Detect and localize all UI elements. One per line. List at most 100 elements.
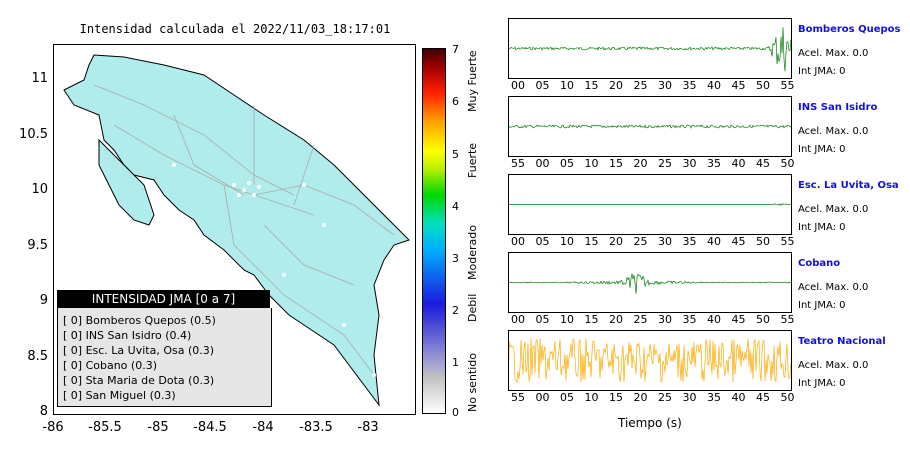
map-ytick: 10 — [31, 182, 48, 197]
colorbar-tick: 0 — [452, 406, 459, 419]
trace-xtick: 30 — [682, 391, 697, 404]
trace-xtick: 20 — [609, 79, 623, 92]
trace-xtick: 10 — [560, 235, 574, 248]
trace-panel — [508, 96, 792, 157]
map-ytick: 11 — [31, 71, 48, 86]
waveform-line — [509, 273, 791, 294]
trace-station-name: Cobano — [798, 258, 841, 269]
trace-xtick: 30 — [658, 235, 672, 248]
trace-xtick: 20 — [609, 313, 623, 326]
trace-waveform — [509, 203, 791, 207]
trace-int-jma: Int JMA: 0 — [798, 222, 846, 233]
traces-xlabel: Tiempo (s) — [618, 416, 682, 430]
map-ytick: 9 — [39, 293, 48, 308]
legend-title: INTENSIDAD JMA [0 a 7] — [57, 290, 270, 308]
trace-xtick: 00 — [511, 79, 525, 92]
trace-acel-max: Acel. Max. 0.0 — [798, 360, 869, 371]
trace-int-jma: Int JMA: 0 — [798, 66, 846, 77]
intensity-colorbar — [422, 48, 446, 414]
trace-xtick: 55 — [511, 391, 525, 404]
trace-int-jma: Int JMA: 0 — [798, 300, 846, 311]
trace-xtick: 50 — [780, 157, 795, 170]
trace-xtick: 15 — [609, 157, 623, 170]
trace-xtick: 45 — [756, 391, 770, 404]
trace-xtick: 05 — [560, 391, 574, 404]
map-xtick: -84 — [252, 420, 274, 435]
trace-xtick: 30 — [682, 157, 697, 170]
trace-xtick: 15 — [609, 391, 623, 404]
map-ytick: 8 — [39, 404, 48, 419]
colorbar-label: Muy Fuerte — [466, 50, 479, 112]
trace-xtick: 50 — [756, 79, 770, 92]
trace-xtick: 45 — [731, 313, 746, 326]
trace-xtick: 05 — [560, 157, 574, 170]
trace-panel — [508, 252, 792, 313]
map-xtick: -85 — [147, 420, 169, 435]
legend-item: [ 0] INS San Isidro (0.4) — [63, 329, 192, 342]
trace-xtick: 15 — [584, 313, 599, 326]
trace-xtick: 50 — [780, 391, 795, 404]
colorbar-tick: 1 — [452, 356, 459, 369]
trace-xtick: 25 — [633, 313, 648, 326]
trace-waveform — [509, 273, 791, 294]
colorbar-tick: 5 — [452, 148, 459, 161]
trace-xtick: 10 — [584, 391, 599, 404]
colorbar-label: Fuerte — [466, 142, 479, 178]
map-ytick: 10.5 — [19, 127, 48, 142]
colorbar-label: Debil — [466, 293, 479, 322]
trace-xtick: 15 — [584, 235, 599, 248]
trace-panel — [508, 174, 792, 235]
waveform-line — [509, 124, 791, 129]
legend-item: [ 0] Cobano (0.3) — [63, 359, 157, 372]
map-xtick: -85.5 — [88, 420, 122, 435]
trace-xtick: 50 — [756, 235, 770, 248]
trace-xtick: 05 — [535, 235, 550, 248]
colorbar-label: No sentido — [466, 352, 479, 412]
trace-int-jma: Int JMA: 0 — [798, 144, 846, 155]
map-xtick: -86 — [42, 420, 64, 435]
legend-box: [ 0] Bomberos Quepos (0.5) [ 0] INS San … — [57, 308, 272, 407]
trace-xtick: 20 — [633, 391, 648, 404]
trace-xtick: 40 — [707, 235, 721, 248]
trace-xtick: 45 — [731, 79, 746, 92]
trace-xtick: 05 — [535, 79, 550, 92]
trace-xtick: 35 — [707, 391, 721, 404]
legend-item: [ 0] San Miguel (0.3) — [63, 389, 176, 402]
trace-xtick: 55 — [780, 313, 795, 326]
trace-xtick: 55 — [780, 79, 795, 92]
trace-xtick: 00 — [535, 391, 550, 404]
trace-xtick: 40 — [731, 157, 746, 170]
trace-xtick: 15 — [584, 79, 599, 92]
nicoya-peninsula — [98, 138, 155, 226]
waveform-line — [509, 338, 791, 384]
trace-xtick: 35 — [707, 157, 721, 170]
trace-xtick: 40 — [707, 79, 721, 92]
trace-acel-max: Acel. Max. 0.0 — [798, 48, 869, 59]
trace-xtick: 00 — [535, 157, 550, 170]
legend-item: [ 0] Bomberos Quepos (0.5) — [63, 314, 216, 327]
colorbar-tick: 4 — [452, 200, 459, 213]
trace-panel — [508, 330, 792, 391]
map-title: Intensidad calculada el 2022/11/03_18:17… — [79, 22, 391, 36]
trace-xtick: 30 — [658, 313, 672, 326]
station-dots — [172, 163, 376, 377]
map-xtick: -84.5 — [193, 420, 227, 435]
trace-xtick: 00 — [511, 313, 525, 326]
colorbar-tick: 7 — [452, 43, 459, 56]
trace-station-name: Bomberos Quepos — [798, 24, 901, 35]
trace-xtick: 00 — [511, 235, 525, 248]
legend-item: [ 0] Sta Maria de Dota (0.3) — [63, 374, 215, 387]
trace-xtick: 35 — [682, 235, 697, 248]
trace-xtick: 50 — [756, 313, 770, 326]
trace-xtick: 30 — [658, 79, 672, 92]
trace-waveform — [509, 338, 791, 384]
colorbar-tick: 6 — [452, 95, 459, 108]
trace-xtick: 55 — [780, 235, 795, 248]
map-ytick: 9.5 — [27, 238, 48, 253]
trace-station-name: INS San Isidro — [798, 102, 878, 113]
trace-xtick: 55 — [511, 157, 525, 170]
trace-xtick: 45 — [731, 235, 746, 248]
trace-xtick: 10 — [584, 157, 599, 170]
trace-xtick: 10 — [560, 313, 574, 326]
trace-xtick: 45 — [756, 157, 770, 170]
